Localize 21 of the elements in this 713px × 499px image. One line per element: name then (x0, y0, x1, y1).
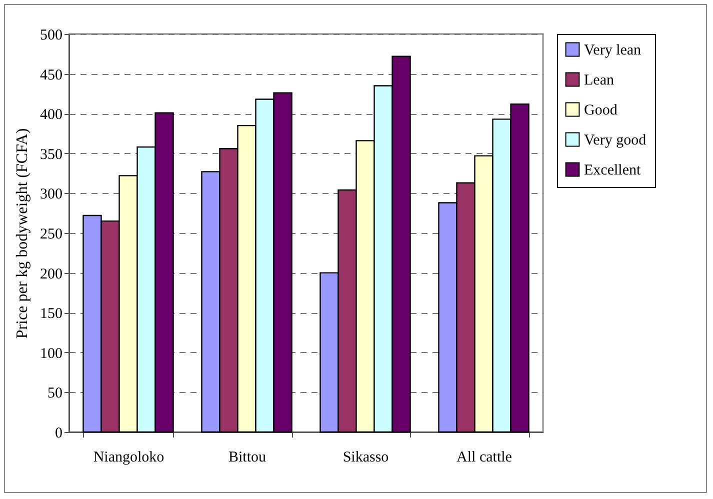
legend-label: Lean (584, 72, 614, 88)
legend-label: Excellent (584, 162, 642, 178)
y-tick-label: 0 (55, 426, 62, 442)
x-tick-label: All cattle (456, 450, 512, 466)
y-axis-title: Price per kg bodyweight (FCFA) (14, 128, 31, 339)
y-tick-label: 50 (48, 386, 62, 402)
legend-label: Good (584, 102, 618, 118)
y-tick-label: 100 (40, 346, 62, 362)
y-tick-label: 200 (40, 266, 62, 282)
y-tick-label: 150 (40, 306, 62, 322)
y-tick-label: 250 (40, 226, 62, 242)
x-tick-label: Bittou (228, 450, 266, 466)
y-tick-label: 300 (40, 186, 62, 203)
y-tick-label: 500 (40, 28, 62, 44)
legend-label: Very good (584, 132, 647, 148)
legend-label: Very lean (584, 42, 642, 58)
y-tick-label: 350 (40, 146, 62, 163)
y-tick-label: 400 (40, 107, 62, 124)
y-tick-label: 450 (40, 67, 62, 84)
x-tick-label: Niangoloko (93, 450, 164, 466)
x-tick-label: Sikasso (342, 450, 389, 466)
